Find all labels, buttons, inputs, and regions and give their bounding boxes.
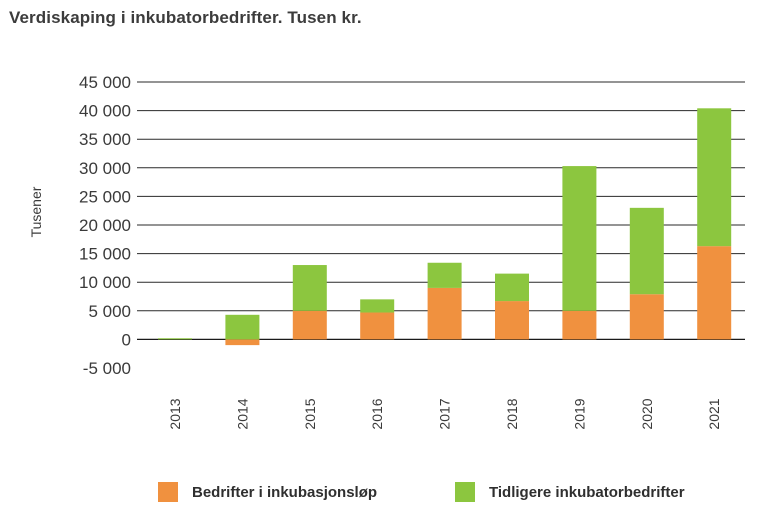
bar-tidligere-2016 <box>360 299 395 313</box>
x-tick-label: 2015 <box>302 398 318 429</box>
bar-tidligere-2020 <box>629 207 664 295</box>
bar-bedrifter-2014 <box>225 339 260 346</box>
x-category-labels: 2013 2014 2015 2016 2017 2018 2019 2020 2021 <box>167 398 722 429</box>
y-tick-label: 35 000 <box>79 130 131 149</box>
y-tick-label: 40 000 <box>79 102 131 121</box>
y-tick-label: 5 000 <box>88 302 131 321</box>
bar-tidligere-2019 <box>562 166 597 311</box>
bar-bedrifter-2015 <box>292 310 327 340</box>
bar-bedrifter-2017 <box>427 287 462 340</box>
bar-tidligere-2018 <box>495 273 529 302</box>
x-tick-label: 2016 <box>369 398 385 429</box>
bar-bedrifter-2016 <box>360 312 395 340</box>
y-tick-label: 30 000 <box>79 159 131 178</box>
bar-tidligere-2015 <box>292 265 327 311</box>
legend-swatch-tidligere <box>455 482 475 502</box>
bar-tidligere-2014 <box>225 314 260 340</box>
x-tick-label: 2020 <box>639 398 655 429</box>
legend: Bedrifter i inkubasjonsløp Tidligere ink… <box>158 482 685 502</box>
x-tick-label: 2013 <box>167 398 183 429</box>
y-tick-label: 20 000 <box>79 216 131 235</box>
y-axis-title: Tusener <box>28 186 44 237</box>
bar-tidligere-2017 <box>427 262 462 288</box>
y-tick-label: 0 <box>122 330 131 349</box>
y-tick-labels: -5 000 0 5 000 10 000 15 000 20 000 25 000 30 0… <box>79 73 131 378</box>
x-tick-label: 2017 <box>437 398 453 429</box>
legend-swatch-bedrifter <box>158 482 178 502</box>
y-tick-label: 45 000 <box>79 73 131 92</box>
legend-label-bedrifter: Bedrifter i inkubasjonsløp <box>192 484 377 501</box>
bars <box>158 108 732 346</box>
y-tick-label: 15 000 <box>79 245 131 264</box>
x-tick-label: 2021 <box>706 398 722 429</box>
y-tick-label: -5 000 <box>83 359 131 378</box>
x-tick-label: 2014 <box>234 398 250 429</box>
y-tick-label: 10 000 <box>79 273 131 292</box>
bar-tidligere-2021 <box>697 108 732 247</box>
bar-bedrifter-2020 <box>629 294 664 340</box>
bar-bedrifter-2019 <box>562 310 597 340</box>
x-tick-label: 2018 <box>504 398 520 429</box>
bar-bedrifter-2021 <box>697 246 732 340</box>
bar-bedrifter-2018 <box>495 301 529 340</box>
legend-label-tidligere: Tidligere inkubatorbedrifter <box>489 484 685 501</box>
y-tick-label: 25 000 <box>79 187 131 206</box>
x-tick-label: 2019 <box>571 398 587 429</box>
bar-tidligere-2013 <box>158 338 192 340</box>
chart-title: Verdiskaping i inkubatorbedrifter. Tusen… <box>9 8 362 27</box>
